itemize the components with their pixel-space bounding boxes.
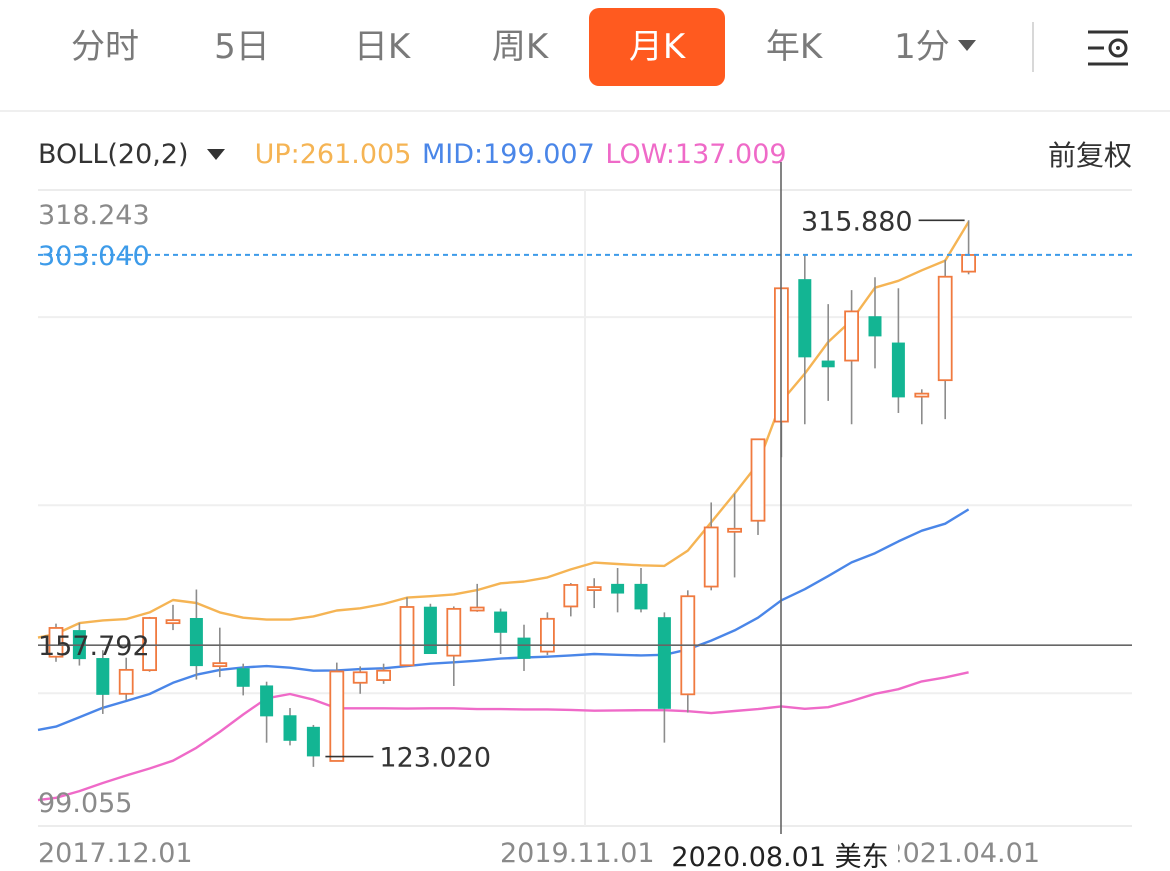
candle-body-up bbox=[703, 526, 719, 588]
candle-body-up bbox=[142, 617, 158, 672]
boll-up-value: UP:261.005 bbox=[254, 139, 412, 170]
tab-5-day[interactable]: 5日 bbox=[214, 27, 270, 67]
candle-body-up bbox=[727, 527, 742, 533]
candle-body-up bbox=[329, 670, 345, 762]
header-divider bbox=[0, 110, 1170, 112]
tab-monthly-k[interactable]: 月K bbox=[589, 8, 725, 86]
candle-body-up bbox=[118, 668, 134, 695]
price-adjust-button[interactable]: 前复权 bbox=[1047, 139, 1132, 172]
candle-body-down bbox=[891, 342, 905, 398]
candle-body-up bbox=[914, 392, 930, 398]
caret-down-icon[interactable] bbox=[206, 149, 225, 160]
tab-yearly-k[interactable]: 年K bbox=[765, 27, 823, 67]
candle-body-down bbox=[494, 611, 508, 633]
candle-body-down bbox=[634, 583, 648, 610]
y-axis-min-label: 99.055 bbox=[38, 788, 132, 819]
candle-body-down bbox=[657, 617, 671, 709]
candle-body-down bbox=[517, 637, 531, 659]
candle-body-down bbox=[236, 668, 250, 687]
candle-body-up bbox=[165, 619, 181, 625]
crosshair-date-bg bbox=[662, 834, 898, 871]
tab-divider bbox=[1032, 22, 1034, 72]
tab-minute-dropdown[interactable]: 1分 bbox=[880, 8, 990, 86]
tab-intraday[interactable]: 分时 bbox=[71, 27, 139, 67]
candle-body-down bbox=[189, 618, 203, 667]
candle-body-down bbox=[423, 606, 437, 655]
candle-body-down bbox=[306, 726, 320, 757]
candle-body-down bbox=[611, 583, 625, 594]
x-axis-label-end: 2021.04.01 bbox=[885, 838, 1040, 869]
boll-up-line bbox=[37, 221, 970, 639]
tab-minute-label: 1分 bbox=[894, 27, 950, 67]
x-axis-label-mid: 2019.11.01 bbox=[500, 838, 655, 869]
boll-mid-value: MID:199.007 bbox=[421, 139, 595, 170]
y-axis-max-label: 318.243 bbox=[38, 200, 150, 231]
boll-low-value: LOW:137.009 bbox=[605, 139, 787, 170]
candle-body-up bbox=[48, 627, 64, 658]
candle-body-down bbox=[821, 360, 835, 368]
candle-body-up bbox=[352, 671, 368, 684]
settings-sliders-icon[interactable] bbox=[1082, 24, 1134, 72]
candle-body-up bbox=[937, 275, 953, 382]
candle-body-up bbox=[212, 662, 228, 668]
candle-body-down bbox=[798, 279, 812, 358]
indicator-legend: BOLL(20,2) UP:261.005 MID:199.007 LOW:137… bbox=[38, 138, 787, 178]
candle-body-up bbox=[586, 586, 602, 591]
boll-mid-line bbox=[37, 508, 970, 732]
low-price-annotation: 123.020 bbox=[379, 743, 491, 774]
candle-body-up bbox=[399, 606, 415, 667]
candle-body-down bbox=[260, 685, 274, 717]
x-axis-label-start: 2017.12.01 bbox=[38, 838, 193, 869]
chevron-down-icon bbox=[957, 40, 976, 51]
tab-weekly-k[interactable]: 周K bbox=[491, 27, 549, 67]
candle-body-up bbox=[563, 584, 579, 608]
candle-body-up bbox=[844, 310, 859, 362]
candle-body-up bbox=[469, 606, 485, 612]
candle-body-up bbox=[540, 617, 555, 653]
candle-body-down bbox=[868, 316, 882, 337]
crosshair-date-label: 2020.08.01 美东 bbox=[671, 842, 888, 871]
candle-body-up bbox=[446, 607, 462, 657]
candle-body-up bbox=[750, 438, 766, 522]
boll-low-line bbox=[37, 671, 969, 802]
candle-body-down bbox=[283, 715, 297, 741]
tab-daily-k[interactable]: 日K bbox=[353, 27, 411, 67]
crosshair-price-label: 157.792 bbox=[38, 631, 150, 662]
period-tabs: 分时 5日 日K 周K 月K 年K 1分 bbox=[0, 0, 1170, 110]
high-price-annotation: 315.880 bbox=[801, 206, 913, 237]
candle-body-up bbox=[376, 669, 392, 681]
candle-body-up bbox=[961, 254, 976, 273]
indicator-selector[interactable]: BOLL(20,2) bbox=[38, 139, 189, 170]
current-price-label: 303.040 bbox=[38, 241, 150, 272]
candle-body-down bbox=[96, 658, 110, 695]
